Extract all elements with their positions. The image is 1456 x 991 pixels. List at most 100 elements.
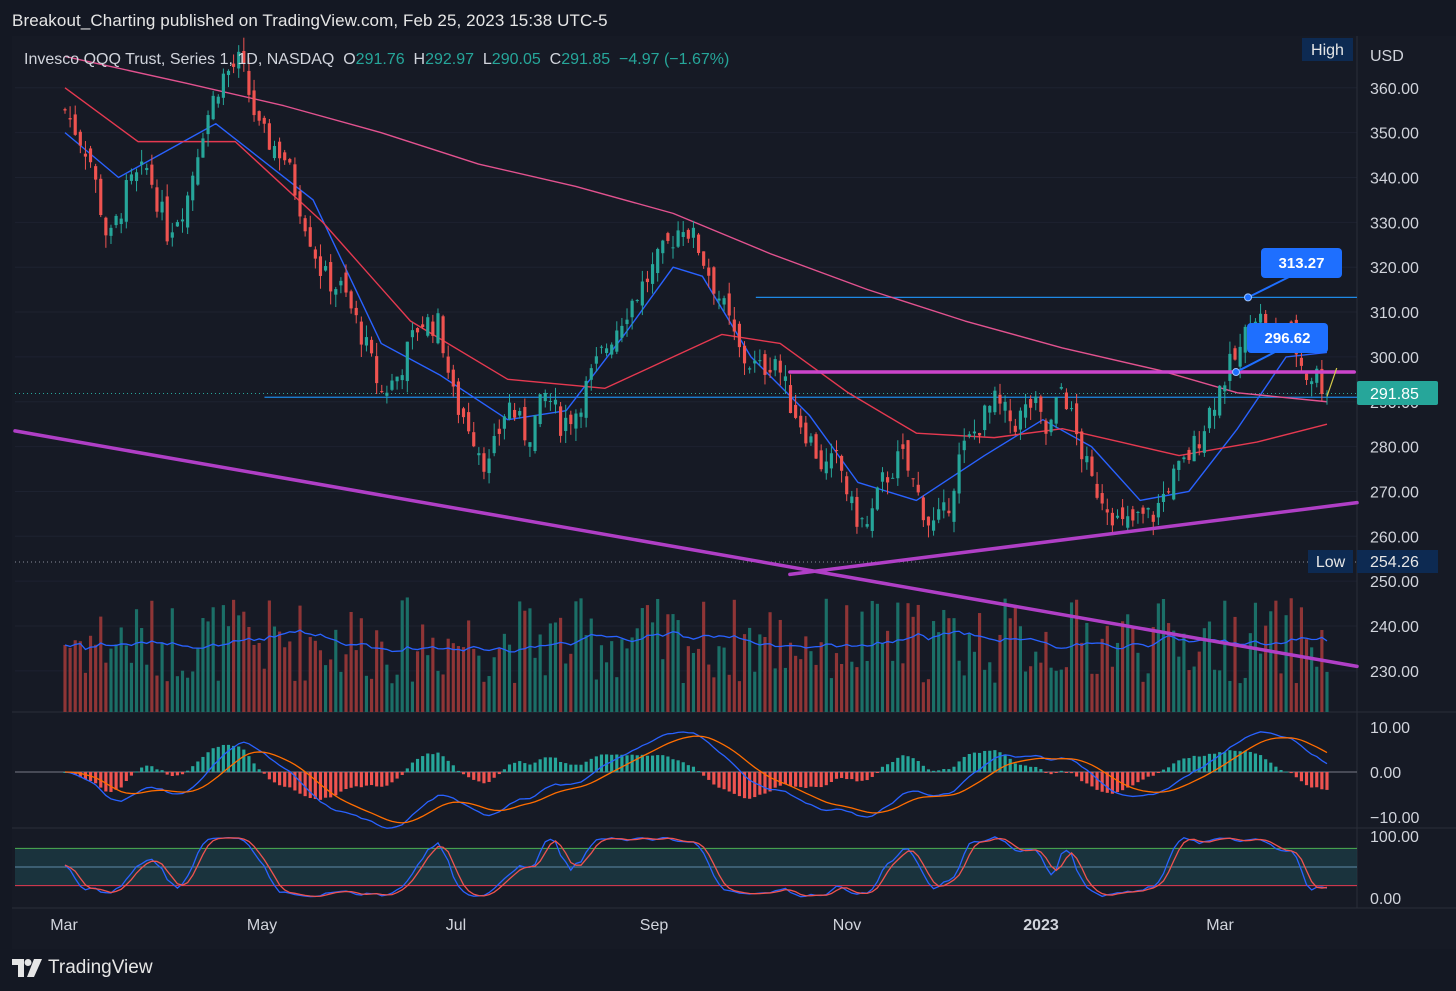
volume-bar-166 bbox=[911, 616, 915, 712]
candle-body-51 bbox=[323, 266, 328, 271]
volume-bar-36 bbox=[247, 626, 251, 712]
macd-hist-bar-57 bbox=[354, 772, 358, 787]
candle-body-189 bbox=[1029, 399, 1033, 408]
volume-bar-18 bbox=[155, 675, 159, 712]
volume-bar-104 bbox=[594, 679, 598, 712]
macd-hist-bar-46 bbox=[298, 772, 302, 794]
volume-bar-121 bbox=[681, 682, 685, 712]
volume-bar-171 bbox=[937, 632, 941, 712]
volume-bar-35 bbox=[242, 611, 246, 712]
candle-body-231 bbox=[1243, 326, 1247, 353]
volume-bar-20 bbox=[165, 681, 169, 712]
macd-hist-bar-158 bbox=[870, 772, 874, 777]
volume-bar-112 bbox=[635, 628, 639, 712]
volume-bar-182 bbox=[993, 682, 997, 712]
macd-hist-bar-182 bbox=[993, 750, 997, 772]
candle-body-197 bbox=[1069, 408, 1074, 410]
volume-bar-213 bbox=[1151, 627, 1155, 712]
macd-hist-bar-123 bbox=[691, 766, 696, 772]
volume-bar-113 bbox=[640, 608, 644, 712]
price-tag-pointer-0 bbox=[1247, 275, 1292, 299]
candle-body-224 bbox=[1207, 407, 1212, 429]
oscillator-y-tick-1: 0.00 bbox=[1370, 891, 1401, 908]
macd-hist-bar-30 bbox=[216, 746, 220, 772]
candlesticks bbox=[63, 37, 1329, 538]
macd-hist-bar-204 bbox=[1105, 772, 1109, 793]
candle-body-108 bbox=[615, 330, 619, 352]
macd-hist-bar-210 bbox=[1136, 772, 1140, 783]
volume-bar-242 bbox=[1299, 607, 1304, 712]
volume-bar-193 bbox=[1049, 667, 1053, 712]
candle-body-219 bbox=[1182, 457, 1186, 460]
candle-body-45 bbox=[293, 164, 297, 196]
tradingview-logo[interactable]: TradingView bbox=[12, 957, 153, 979]
volume-bar-177 bbox=[967, 633, 971, 712]
candle-body-113 bbox=[640, 281, 644, 306]
macd-hist-bar-172 bbox=[942, 769, 946, 772]
candle-body-244 bbox=[1310, 381, 1314, 385]
volume-bar-38 bbox=[257, 642, 261, 712]
volume-bar-180 bbox=[983, 669, 987, 712]
candle-body-71 bbox=[426, 317, 430, 336]
macd-hist-bar-186 bbox=[1013, 763, 1017, 772]
volume-bar-13 bbox=[129, 662, 133, 712]
macd-hist-bar-155 bbox=[855, 772, 859, 782]
macd-hist-bar-77 bbox=[456, 770, 460, 772]
volume-bar-45 bbox=[293, 680, 297, 712]
macd-hist-bar-22 bbox=[175, 772, 179, 776]
volume-bar-160 bbox=[880, 643, 885, 712]
candle-body-104 bbox=[594, 356, 598, 364]
macd-hist-bar-117 bbox=[661, 755, 665, 772]
macd-hist-bar-190 bbox=[1034, 766, 1038, 772]
candle-body-83 bbox=[487, 458, 491, 474]
volume-bar-95 bbox=[548, 623, 552, 712]
volume-bar-5 bbox=[88, 635, 93, 712]
candle-body-176 bbox=[962, 440, 966, 451]
macd-hist-bar-144 bbox=[799, 772, 803, 788]
macd-hist-bar-84 bbox=[492, 772, 496, 778]
volume-bar-228 bbox=[1228, 680, 1232, 712]
close-label: C bbox=[549, 51, 562, 68]
chart-panel[interactable]: 313.27 296.62 USD 360.00 350.00 340.00 330.00 3… bbox=[12, 36, 1456, 949]
candle-body-25 bbox=[191, 175, 195, 201]
volume-bar-54 bbox=[339, 671, 343, 712]
volume-bar-185 bbox=[1008, 618, 1012, 712]
macd-hist-bar-116 bbox=[656, 755, 660, 772]
macd-hist-bar-33 bbox=[232, 745, 236, 772]
candle-body-211 bbox=[1141, 507, 1145, 514]
macd-hist-bar-19 bbox=[160, 770, 164, 772]
macd-hist-bar-130 bbox=[727, 772, 731, 792]
macd-hist-bar-14 bbox=[134, 771, 139, 773]
macd-hist-bar-76 bbox=[451, 765, 455, 772]
candle-body-187 bbox=[1018, 410, 1023, 430]
candle-body-111 bbox=[630, 300, 634, 318]
volume-bar-207 bbox=[1121, 621, 1125, 712]
high-marker-box bbox=[1302, 38, 1353, 61]
volume-bar-30 bbox=[216, 680, 220, 712]
macd-hist-bar-127 bbox=[712, 772, 716, 785]
volume-bar-155 bbox=[855, 667, 859, 712]
volume-bar-24 bbox=[186, 677, 190, 712]
price-tag-pointer-1 bbox=[1235, 350, 1278, 373]
candle-body-147 bbox=[814, 434, 818, 459]
candle-body-228 bbox=[1228, 353, 1232, 381]
y-tick-label-10: 260.00 bbox=[1370, 529, 1419, 546]
macd-hist-bar-196 bbox=[1064, 772, 1068, 773]
low-marker-label: Low bbox=[1316, 554, 1346, 571]
macd-hist-bar-62 bbox=[380, 772, 384, 787]
macd-hist-bar-23 bbox=[180, 772, 185, 775]
macd-hist-bar-189 bbox=[1029, 766, 1033, 772]
price-chart-svg[interactable]: 313.27 296.62 USD 360.00 350.00 340.00 330.00 3… bbox=[12, 36, 1456, 949]
volume-bar-102 bbox=[584, 635, 588, 712]
volume-bar-64 bbox=[390, 683, 394, 712]
candle-body-160 bbox=[880, 472, 885, 482]
volume-bar-94 bbox=[543, 675, 547, 712]
y-tick-label-8: 280.00 bbox=[1370, 440, 1419, 457]
trendline-1 bbox=[788, 500, 1359, 577]
macd-hist-bar-102 bbox=[584, 761, 588, 772]
macd-hist-bar-39 bbox=[262, 772, 266, 774]
macd-hist-bar-49 bbox=[313, 772, 317, 799]
candle-body-158 bbox=[870, 508, 874, 531]
volume-bar-222 bbox=[1197, 651, 1201, 712]
macd-hist-bar-173 bbox=[947, 769, 951, 772]
